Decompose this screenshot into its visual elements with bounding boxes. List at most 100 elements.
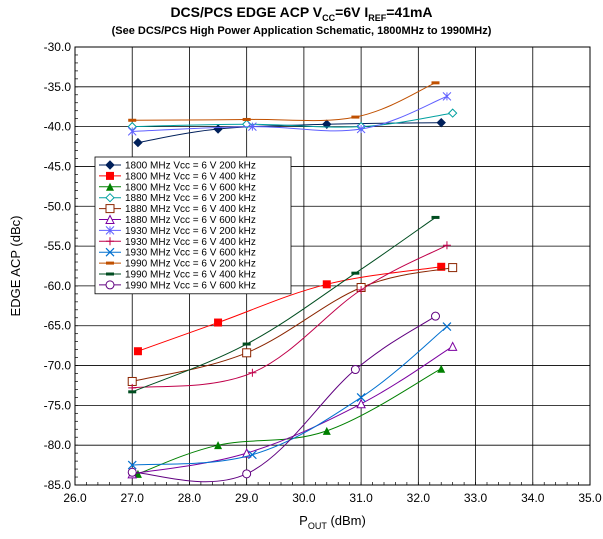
legend-label: 1930 MHz Vcc = 6 V 400 kHz (125, 237, 256, 248)
legend-swatch-marker (105, 214, 115, 224)
x-tick-label: 33.0 (464, 491, 488, 505)
plot-frame (74, 46, 591, 486)
x-tick-label: 28.0 (178, 491, 202, 505)
data-point (356, 124, 366, 134)
legend-item-9: 1930 MHz Vcc = 6 V 600 kHz (99, 248, 256, 259)
series-line (132, 346, 453, 475)
y-tick-label: -70.0 (44, 359, 72, 373)
legend-item-12: 1990 MHz Vcc = 6 V 600 kHz (99, 280, 256, 291)
x-axis-title-p: P (299, 513, 308, 528)
series-layer (127, 81, 458, 483)
x-tick-label: 30.0 (292, 491, 316, 505)
data-point (357, 285, 366, 294)
data-point (356, 392, 366, 402)
series-6 (127, 341, 458, 479)
y-tick-label: -85.0 (44, 478, 72, 492)
legend-swatch-marker (106, 272, 114, 276)
data-point (128, 390, 137, 394)
legend-label: 1990 MHz Vcc = 6 V 200 kHz (125, 259, 256, 270)
legend-label: 1930 MHz Vcc = 6 V 200 kHz (125, 226, 256, 237)
y-tick-label: -60.0 (44, 279, 72, 293)
x-tick-label: 31.0 (349, 491, 373, 505)
legend-label: 1880 MHz Vcc = 6 V 200 kHz (125, 193, 256, 204)
data-point (242, 342, 251, 346)
chart-subtitle: (See DCS/PCS High Power Application Sche… (111, 25, 492, 37)
legend-swatch-marker (105, 247, 115, 257)
data-point (248, 122, 257, 131)
series-line (132, 244, 448, 389)
legend-swatch-marker (106, 261, 114, 265)
data-point (437, 262, 446, 271)
data-point (322, 119, 332, 129)
y-tick-label: -50.0 (44, 199, 72, 213)
legend-swatch-marker (106, 171, 114, 180)
legend-swatch-marker (105, 192, 115, 203)
data-point (350, 365, 360, 375)
legend-item-7: 1930 MHz Vcc = 6 V 200 kHz (99, 226, 256, 237)
legend-item-11: 1990 MHz Vcc = 6 V 400 kHz (99, 270, 256, 281)
legend-swatch-marker (105, 226, 115, 235)
data-point (248, 368, 257, 377)
legend-swatch-marker (106, 237, 114, 246)
data-point (214, 318, 223, 327)
data-point (242, 348, 252, 358)
data-point (128, 118, 137, 122)
data-point (213, 124, 223, 134)
data-point (133, 137, 143, 148)
data-point (133, 347, 142, 356)
y-tick-label: -30.0 (44, 40, 72, 54)
data-point (436, 117, 446, 128)
legend-item-1: 1800 MHz Vcc = 6 V 200 kHz (99, 160, 256, 172)
data-point (214, 441, 223, 450)
chart-title: DCS/PCS EDGE ACP VCC=6V IREF=41mA (0, 4, 603, 23)
y-tick-label: -45.0 (44, 159, 72, 173)
data-point (351, 115, 360, 119)
legend-label: 1930 MHz Vcc = 6 V 600 kHz (125, 248, 256, 259)
data-point (437, 364, 446, 373)
x-tick-label: 35.0 (578, 491, 602, 505)
data-point (247, 450, 257, 460)
series-11 (128, 215, 440, 394)
series-8 (128, 241, 451, 392)
data-point (351, 271, 360, 275)
data-point (448, 263, 458, 273)
legend-swatch-marker (105, 280, 115, 290)
data-point (431, 215, 440, 219)
series-7 (127, 92, 452, 136)
legend-label: 1880 MHz Vcc = 6 V 400 kHz (125, 204, 256, 215)
legend-item-3: 1800 MHz Vcc = 6 V 600 kHz (99, 182, 256, 193)
y-tick-label: -65.0 (44, 319, 72, 333)
data-point (447, 341, 458, 351)
legend-swatch-marker (105, 160, 115, 170)
series-line (132, 112, 453, 128)
series-line (137, 368, 442, 475)
legend-swatch-marker (106, 182, 114, 191)
series-10 (128, 81, 440, 122)
x-axis-title-sub: OUT (308, 521, 328, 531)
data-point (242, 117, 251, 121)
legend-item-8: 1930 MHz Vcc = 6 V 400 kHz (99, 237, 256, 248)
legend-label: 1990 MHz Vcc = 6 V 600 kHz (125, 280, 256, 291)
data-point (447, 108, 458, 118)
x-axis-title-unit: (dBm) (327, 513, 366, 528)
series-line (132, 315, 436, 483)
series-2 (133, 262, 446, 356)
title-part-2: =6V I (335, 4, 369, 20)
x-tick-label: 29.0 (235, 491, 259, 505)
x-axis-title: POUT (dBm) (299, 513, 366, 531)
data-point (127, 127, 137, 136)
x-tick-label: 32.0 (407, 491, 431, 505)
legend-item-2: 1800 MHz Vcc = 6 V 400 kHz (99, 171, 256, 182)
series-line (132, 267, 453, 382)
legend-label: 1800 MHz Vcc = 6 V 200 kHz (125, 161, 256, 172)
data-point (322, 280, 331, 289)
title-sub-ref: REF (368, 12, 387, 23)
y-tick-label: -35.0 (44, 80, 72, 94)
legend-label: 1990 MHz Vcc = 6 V 400 kHz (125, 270, 256, 281)
y-tick-label: -55.0 (44, 239, 72, 253)
legend-item-10: 1990 MHz Vcc = 6 V 200 kHz (99, 259, 256, 270)
legend-label: 1800 MHz Vcc = 6 V 600 kHz (125, 182, 256, 193)
legend-label: 1800 MHz Vcc = 6 V 400 kHz (125, 171, 256, 182)
